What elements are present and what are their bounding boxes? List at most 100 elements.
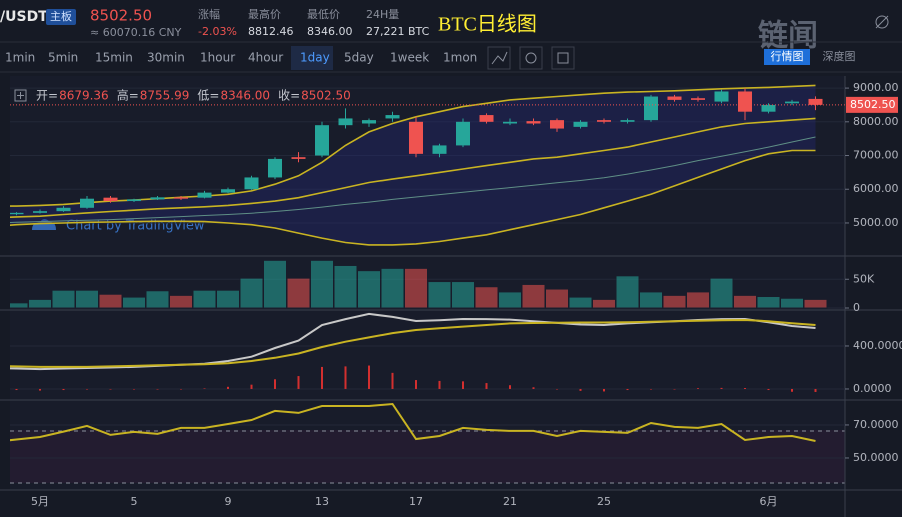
candle-body xyxy=(432,145,447,154)
histogram-bar xyxy=(744,388,746,389)
interval-button[interactable]: 1min xyxy=(5,51,35,65)
volume-bar xyxy=(709,277,734,309)
histogram-bar xyxy=(650,388,652,390)
y-tick-label: 50K xyxy=(853,272,875,285)
candle-body xyxy=(691,98,705,100)
histogram-bar xyxy=(297,376,300,389)
candle-body xyxy=(738,91,752,112)
stat-value: -2.03% xyxy=(198,25,237,38)
volume-bar xyxy=(756,296,781,309)
candle-body xyxy=(10,212,24,215)
volume-bar xyxy=(263,259,287,309)
candle-body xyxy=(456,121,470,146)
candle-body xyxy=(244,177,259,190)
tradingview-icon xyxy=(32,219,56,230)
fullscreen-icon xyxy=(557,52,569,64)
board: 主板 xyxy=(50,9,72,23)
volume-bar xyxy=(404,267,428,309)
histogram-bar xyxy=(109,388,112,390)
indicator-line xyxy=(10,402,816,442)
gear-icon xyxy=(525,52,537,64)
candle-body xyxy=(56,207,71,212)
histogram-bar xyxy=(133,388,135,390)
candle-body xyxy=(550,120,564,129)
histogram-bar xyxy=(626,388,629,391)
volume-bar xyxy=(122,296,146,309)
histogram-bar xyxy=(321,366,323,389)
interval-button[interactable]: 15min xyxy=(95,51,133,65)
legend-value: 8755.99 xyxy=(140,89,190,103)
histogram-bar xyxy=(791,388,793,392)
legend-label: 高= xyxy=(117,88,139,103)
histogram-bar xyxy=(673,388,676,390)
interval-button[interactable]: 30min xyxy=(147,51,185,65)
legend-value: 8679.36 xyxy=(59,89,109,103)
x-tick-label: 9 xyxy=(225,495,232,508)
y-tick-label: 6000.00 xyxy=(853,182,899,195)
settings-icon[interactable] xyxy=(875,15,889,29)
histogram-bar xyxy=(814,388,817,392)
interval-button[interactable]: 5min xyxy=(48,51,78,65)
interval-button[interactable]: 1week xyxy=(390,51,429,65)
settings-icon-slash xyxy=(875,15,889,29)
interval-button[interactable]: 5day xyxy=(344,51,374,65)
fullscreen-button[interactable] xyxy=(551,46,575,70)
indicator-icon xyxy=(491,51,508,65)
view-tab[interactable]: 行情图 xyxy=(771,50,804,63)
candle-body xyxy=(197,192,212,198)
stat-label: 涨幅 xyxy=(198,8,220,21)
x-tick-label: 13 xyxy=(315,495,329,508)
volume-bar xyxy=(98,293,123,309)
x-tick-label: 5 xyxy=(131,495,138,508)
volume-bar xyxy=(310,259,334,309)
histogram-bar xyxy=(462,381,464,389)
volume-bar xyxy=(333,264,358,309)
y-tick-label: 0.0000 xyxy=(853,382,892,395)
histogram-bar xyxy=(485,383,488,389)
histogram-bar xyxy=(438,380,441,389)
cny-price: ≈ 60070.16 CNY xyxy=(90,26,182,39)
indicator-button[interactable] xyxy=(487,46,511,70)
y-tick-label: 50.0000 xyxy=(853,451,899,464)
settings-button[interactable] xyxy=(519,46,543,70)
histogram-bar xyxy=(603,388,605,392)
volume-bar xyxy=(169,294,193,309)
y-tick-label: 8000.00 xyxy=(853,115,899,128)
volume-bar xyxy=(780,297,804,309)
volume-bar xyxy=(286,277,311,309)
histogram-bar xyxy=(39,388,41,391)
logo: 链闻 xyxy=(758,19,818,54)
volume-bar xyxy=(733,294,757,309)
candle-body xyxy=(620,120,635,122)
y-tick-label: 400.0000 xyxy=(853,339,902,352)
interval-active-bg xyxy=(291,46,333,70)
candle-body xyxy=(644,96,658,121)
interval-button[interactable]: 1hour xyxy=(200,51,235,65)
candle-body xyxy=(667,96,682,100)
interval-button[interactable]: 1mon xyxy=(443,51,477,65)
candle-body xyxy=(221,189,235,193)
histogram-bar xyxy=(180,388,182,390)
volume-bar xyxy=(498,291,522,309)
volume-bar xyxy=(545,288,569,309)
y-tick-label: 9000.00 xyxy=(853,81,899,94)
legend-label: 开= xyxy=(36,89,58,103)
volume-bar xyxy=(686,291,710,309)
y-tick-label: 7000.00 xyxy=(853,149,899,162)
stat-label: 最高价 xyxy=(248,7,281,21)
last-price-label: 8502.50 xyxy=(850,98,896,111)
x-tick-label: 17 xyxy=(409,495,423,508)
histogram-bar xyxy=(274,379,276,389)
histogram-bar xyxy=(391,372,394,389)
volume-bar xyxy=(145,290,170,309)
legend-toggle[interactable] xyxy=(14,89,27,102)
y-tick-label: 0 xyxy=(853,301,860,314)
legend-label: 低= xyxy=(197,89,219,103)
interval-button[interactable]: 1day xyxy=(300,51,330,65)
candle-body xyxy=(714,91,729,102)
histogram-bar xyxy=(556,388,558,390)
interval-button[interactable]: 4hour xyxy=(248,51,283,65)
view-tab[interactable]: 深度图 xyxy=(823,49,856,63)
histogram-bar xyxy=(203,388,206,389)
